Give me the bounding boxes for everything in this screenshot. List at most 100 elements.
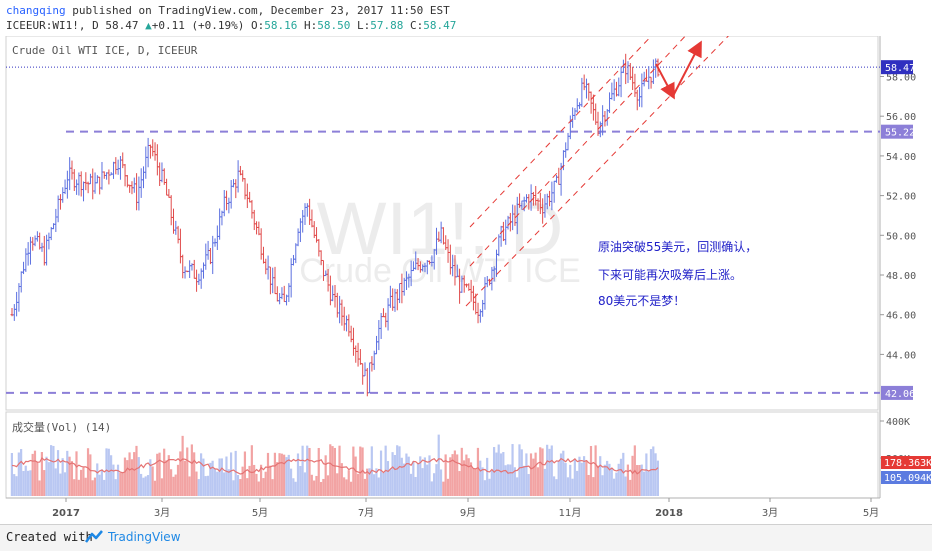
volume-bar	[116, 464, 120, 496]
volume-bar	[336, 473, 339, 496]
watermark-name: Crude Oil WTI ICE	[299, 252, 580, 290]
volume-bar	[552, 476, 556, 496]
volume-bar	[386, 461, 390, 496]
volume-bar	[495, 452, 498, 496]
volume-bar	[294, 481, 297, 496]
volume-legend: 成交量(Vol) (14)	[12, 420, 111, 434]
volume-bar	[121, 471, 124, 496]
volume-bar	[426, 464, 429, 496]
volume-bar	[474, 468, 477, 496]
volume-bar	[412, 461, 415, 496]
volume-bar	[248, 465, 251, 496]
volume-bar	[188, 476, 191, 496]
volume-bar	[26, 470, 30, 496]
volume-bar	[652, 446, 655, 496]
volume-bar	[128, 452, 131, 496]
volume-bar	[225, 456, 228, 496]
volume-bar	[273, 452, 277, 496]
volume-bar	[66, 450, 69, 496]
volume-bar	[313, 480, 316, 496]
volume-bar	[403, 463, 406, 496]
volume-bar	[112, 464, 115, 496]
volume-bar	[391, 452, 394, 496]
volume-bar	[576, 470, 579, 496]
volume-bar	[167, 455, 170, 496]
volume-bar	[398, 446, 401, 496]
trend-channel-upper[interactable]	[469, 36, 676, 228]
volume-bar	[573, 459, 576, 496]
volume-bar	[75, 451, 78, 496]
volume-bar	[338, 445, 341, 496]
volume-bar	[589, 445, 593, 496]
volume-bar	[40, 452, 43, 496]
volume-bar	[303, 472, 307, 496]
annotation-line-2: 下来可能再次吸筹后上涨。	[598, 267, 742, 282]
volume-bar	[306, 445, 309, 496]
volume-bar	[96, 463, 99, 496]
volume-bar	[379, 450, 383, 496]
y-tick-label: 50.00	[886, 231, 916, 242]
volume-bar	[186, 447, 189, 496]
volume-bar	[555, 479, 558, 496]
volume-bar	[511, 444, 514, 496]
low-value: 57.88	[370, 19, 404, 32]
trend-channel-mid[interactable]	[469, 36, 690, 267]
high-value: 58.50	[317, 19, 351, 32]
volume-bar	[36, 461, 39, 496]
volume-bar	[481, 467, 484, 496]
volume-bar	[603, 464, 606, 496]
volume-bar	[361, 447, 364, 496]
volume-bar	[144, 476, 147, 496]
pullback-arrow[interactable]	[655, 63, 675, 100]
volume-bar	[624, 476, 627, 496]
x-tick-label: 9月	[460, 507, 476, 519]
main-pane[interactable]	[5, 36, 879, 411]
volume-bar	[269, 465, 272, 496]
price-axis[interactable]	[880, 36, 932, 498]
volume-bar	[216, 471, 219, 496]
volume-bar	[566, 477, 570, 496]
volume-bar	[354, 456, 357, 496]
volume-bar	[218, 458, 221, 496]
volume-bar	[165, 460, 168, 496]
volume-bar	[513, 467, 516, 496]
volume-bar	[315, 475, 318, 496]
volume-bar	[483, 480, 486, 496]
volume-bar	[98, 474, 101, 496]
volume-bar	[405, 453, 408, 496]
volume-bar	[333, 447, 336, 496]
volume-bar	[416, 463, 420, 496]
volume-bar	[465, 454, 468, 496]
author-link[interactable]: changqing	[6, 4, 66, 17]
symbol-text: ICEEUR:WI1!, D 58.47	[6, 19, 139, 32]
volume-bar	[626, 464, 630, 496]
volume-bar	[264, 471, 267, 496]
chart-area[interactable]: WI1!, D Crude Oil WTI ICE Crude Oil WTI IC…	[0, 36, 932, 524]
volume-bar	[382, 472, 385, 496]
volume-bar	[546, 444, 549, 496]
breakout-arrow[interactable]	[672, 40, 702, 97]
tradingview-brand[interactable]: TradingView	[108, 530, 181, 544]
volume-bar	[276, 462, 279, 496]
volume-last-label-box	[881, 471, 931, 484]
volume-bar	[541, 448, 544, 496]
tradingview-logo-icon	[85, 530, 103, 543]
created-with-text: Created with	[6, 530, 93, 544]
volume-bar	[158, 452, 161, 496]
volume-bar	[407, 456, 410, 496]
volume-bar	[585, 460, 588, 496]
volume-bar	[345, 479, 348, 496]
x-tick-label: 2017	[52, 508, 80, 519]
volume-bar	[52, 445, 55, 496]
volume-bar	[142, 477, 145, 496]
y-tick-label: 54.00	[886, 152, 916, 163]
volume-bar	[195, 471, 198, 496]
volume-bar	[130, 459, 133, 496]
volume-bar	[647, 471, 650, 496]
volume-bar	[220, 458, 223, 496]
volume-bar	[310, 474, 313, 496]
volume-ma-line	[11, 457, 659, 475]
volume-bar	[15, 476, 18, 496]
volume-bar	[562, 450, 565, 496]
